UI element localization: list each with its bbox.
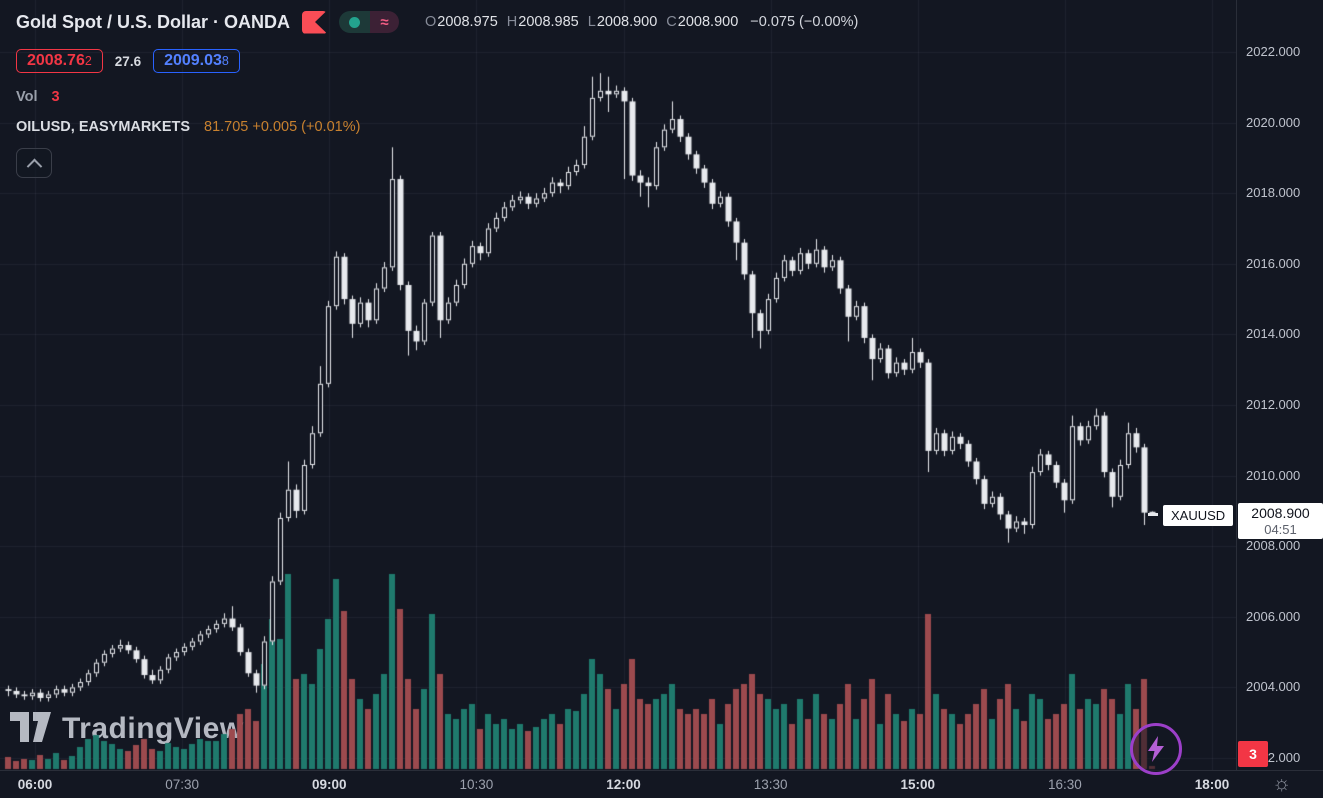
volume-indicator-value: 3 <box>51 89 60 105</box>
price-axis-label: 2014.000 <box>1246 326 1301 342</box>
price-axis-label: 2008.000 <box>1246 538 1301 554</box>
bar-countdown: 04:51 <box>1264 522 1297 537</box>
price-axis-label: 2006.000 <box>1246 608 1301 624</box>
symbol-title[interactable]: Gold Spot / U.S. Dollar · OANDA <box>16 11 290 32</box>
open-label: O <box>425 14 437 30</box>
last-price-tick <box>1148 513 1158 516</box>
time-axis-label: 15:00 <box>900 777 936 792</box>
time-axis-label: 07:30 <box>165 777 200 792</box>
price-axis-label: 2020.000 <box>1246 114 1301 130</box>
chevron-up-icon <box>26 158 42 174</box>
status-dot-icon <box>349 16 360 28</box>
buy-ask-button[interactable]: 2009.038 <box>153 49 240 73</box>
high-value: 2008.985 <box>518 14 579 30</box>
price-axis-label: 2010.000 <box>1246 467 1301 483</box>
chart-legend: Gold Spot / U.S. Dollar · OANDA ≈ O2008.… <box>16 8 858 178</box>
spread-value: 27.6 <box>114 53 142 69</box>
theme-sun-icon[interactable]: ☼ <box>1272 772 1292 795</box>
lightning-bolt-icon <box>1148 736 1164 762</box>
toggle-approx-segment[interactable]: ≈ <box>370 11 399 33</box>
price-axis-label: 2022.000 <box>1246 44 1301 59</box>
price-axis-label: 2016.000 <box>1246 255 1301 271</box>
high-label: H <box>506 14 518 30</box>
volume-indicator-label[interactable]: Vol <box>16 89 38 105</box>
last-price-value: 2008.900 <box>1251 505 1310 521</box>
close-label: C <box>666 14 677 30</box>
time-axis-label: 13:30 <box>753 777 788 792</box>
time-axis-label: 10:30 <box>459 777 494 792</box>
collapse-legend-button[interactable] <box>16 148 52 178</box>
last-price-box: 2008.900 04:51 <box>1238 503 1323 539</box>
ohlc-readout: O2008.975 H2008.985 L2008.900 C2008.900 … <box>425 14 858 30</box>
toggle-on-segment[interactable] <box>339 11 370 33</box>
low-value: 2008.900 <box>596 14 658 30</box>
time-axis-label: 18:00 <box>1194 777 1230 792</box>
time-axis-label: 12:00 <box>606 777 641 792</box>
price-axis-label: 2012.000 <box>1246 397 1301 412</box>
indicator-value: 81.705 +0.005 (+0.01%) <box>204 119 361 135</box>
close-value: 2008.900 <box>677 14 739 30</box>
price-axis-label: 2004.000 <box>1246 679 1301 695</box>
volume-badge: 3 <box>1238 741 1268 767</box>
low-label: L <box>587 14 596 30</box>
price-scale[interactable]: 2008.900 04:51 3 2022.000 2020.000 2018.00… <box>1236 0 1323 770</box>
ask-pip-digit: 8 <box>221 54 229 68</box>
time-axis-label: 06:00 <box>17 777 53 792</box>
change-value: −0.075 (−0.00%) <box>750 14 859 30</box>
instant-trade-button[interactable] <box>1130 723 1182 775</box>
open-value: 2008.975 <box>437 14 498 30</box>
sell-bid-button[interactable]: 2008.762 <box>16 49 103 73</box>
time-scale[interactable]: ☼ 06:00 07:30 09:00 10:30 12:00 13:30 15:00 16:… <box>0 770 1323 798</box>
candlestick-chart-canvas[interactable] <box>0 0 1236 770</box>
broker-logo-icon[interactable] <box>302 10 327 34</box>
time-axis-label: 16:30 <box>1047 777 1082 792</box>
symbol-price-tag: XAUUSD <box>1163 505 1234 526</box>
time-axis-label: 09:00 <box>311 777 347 792</box>
indicator-symbol[interactable]: OILUSD, EASYMARKETS <box>16 119 191 135</box>
price-axis-label: 2018.000 <box>1246 185 1301 201</box>
bid-pip-digit: 2 <box>84 54 92 68</box>
trade-toggle[interactable]: ≈ <box>339 11 399 33</box>
